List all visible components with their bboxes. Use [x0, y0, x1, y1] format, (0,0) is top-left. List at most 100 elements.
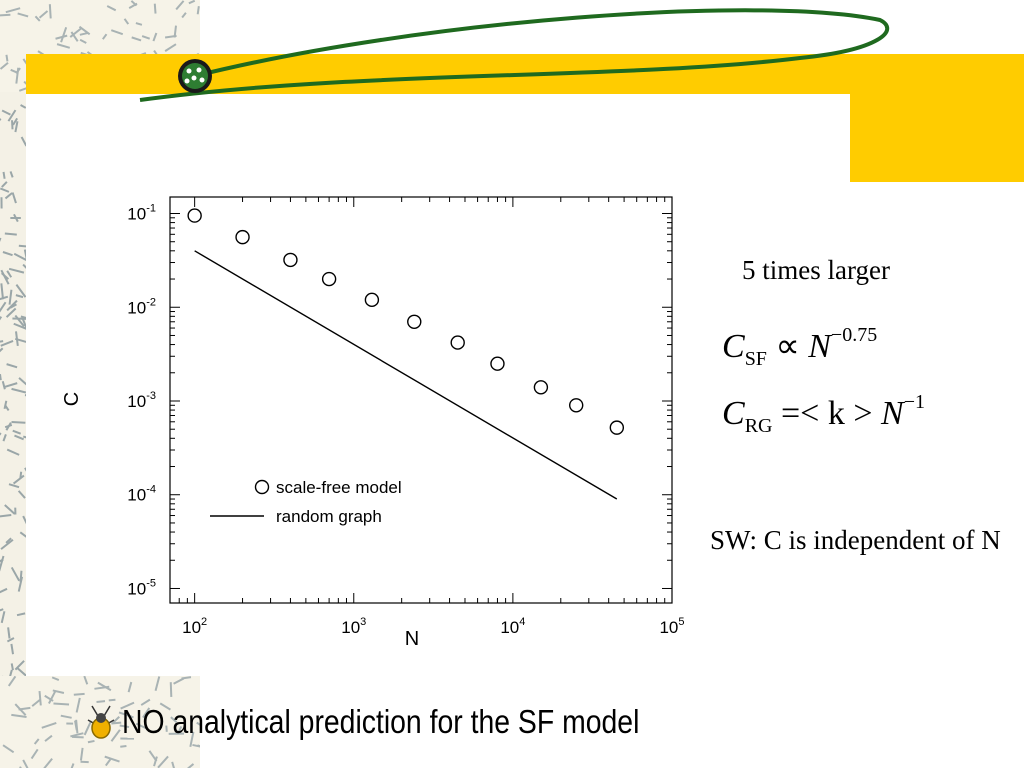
pattern-stick	[8, 483, 20, 489]
pattern-stick	[173, 25, 177, 38]
pattern-stick	[4, 424, 13, 429]
pattern-stick	[0, 316, 3, 321]
pattern-stick	[41, 721, 57, 729]
pattern-stick	[20, 136, 26, 147]
decorative-strip	[0, 0, 26, 768]
formula-rg-exp: −1	[903, 391, 925, 413]
pattern-stick	[8, 267, 25, 274]
scale-free-point	[364, 292, 380, 308]
pattern-stick	[108, 698, 116, 702]
pattern-stick	[70, 763, 75, 768]
formula-sf-exp: −0.75	[830, 324, 878, 346]
scale-free-point	[490, 356, 505, 371]
pattern-stick	[135, 22, 143, 26]
pattern-stick	[10, 566, 21, 582]
pattern-stick	[11, 192, 17, 204]
pattern-stick	[74, 720, 78, 731]
pattern-stick	[48, 4, 52, 19]
pattern-stick	[170, 716, 178, 723]
pattern-stick	[38, 690, 42, 706]
pattern-stick	[10, 663, 14, 671]
pattern-stick	[126, 713, 134, 719]
formula-sf-var: C	[722, 328, 745, 365]
pattern-stick	[5, 54, 9, 62]
pattern-stick	[11, 713, 27, 719]
pattern-stick	[8, 289, 13, 305]
pattern-stick	[181, 12, 187, 19]
pattern-stick	[20, 315, 26, 319]
pattern-stick	[69, 27, 83, 38]
random-graph-line	[194, 250, 618, 500]
pattern-stick	[20, 104, 26, 109]
pattern-stick	[10, 68, 18, 74]
pattern-stick	[24, 467, 26, 472]
pattern-stick	[14, 660, 25, 671]
sw-note: SW: C is independent of N	[710, 525, 1001, 555]
plot-frame	[169, 196, 673, 604]
pattern-stick	[135, 722, 148, 730]
pattern-stick	[157, 755, 169, 768]
x-tick-label: 102	[182, 616, 207, 637]
legend-label-random-graph: random graph	[276, 507, 382, 526]
pattern-stick	[7, 109, 17, 122]
pattern-stick	[43, 758, 53, 768]
pattern-stick	[0, 283, 4, 300]
pattern-stick	[6, 448, 20, 456]
pattern-stick	[6, 363, 18, 369]
pattern-stick	[44, 694, 54, 702]
pattern-stick	[4, 382, 18, 388]
pattern-stick	[0, 513, 12, 518]
pattern-stick	[0, 295, 9, 301]
pattern-stick	[18, 87, 27, 92]
pattern-stick	[196, 6, 200, 15]
pattern-stick	[6, 637, 15, 643]
pattern-stick	[111, 721, 122, 725]
y-tick-label: 10-2	[127, 296, 156, 317]
pattern-stick	[79, 747, 84, 761]
y-tick-label: 10-5	[127, 577, 156, 598]
x-tick-label: 104	[500, 616, 525, 637]
pattern-stick	[14, 434, 25, 441]
pattern-stick	[24, 394, 26, 397]
pattern-stick	[173, 677, 185, 685]
pattern-stick	[5, 7, 21, 14]
pattern-stick	[0, 301, 7, 313]
pattern-stick	[119, 724, 130, 729]
scale-free-point	[533, 380, 549, 395]
pattern-stick	[83, 676, 89, 685]
pattern-stick	[12, 429, 21, 435]
pattern-stick	[1, 381, 6, 390]
pattern-stick	[0, 340, 4, 343]
pattern-stick	[17, 12, 29, 18]
pattern-stick	[0, 118, 2, 122]
pattern-stick	[196, 721, 200, 726]
formula-rg-var: C	[722, 395, 745, 432]
clustering-chart: 102 103 104 105 10-1 10-2 10-3 10-4 10-5 scale-f…	[61, 196, 685, 650]
pattern-stick	[16, 667, 26, 677]
pattern-stick	[1, 109, 11, 116]
pattern-stick	[79, 31, 89, 36]
pattern-stick	[0, 13, 11, 17]
pattern-stick	[73, 692, 85, 696]
formula-sf-rhs: N	[808, 328, 831, 365]
pattern-stick	[14, 314, 25, 327]
pattern-stick	[38, 10, 49, 19]
pattern-stick	[7, 676, 17, 687]
pattern-stick	[1, 181, 8, 188]
formula-rg: CRG =< k > N−1	[722, 391, 925, 437]
pattern-stick	[0, 432, 2, 436]
pattern-stick	[31, 698, 42, 707]
pattern-stick	[75, 697, 81, 713]
pattern-stick	[5, 307, 17, 318]
pattern-stick	[15, 294, 24, 299]
pattern-stick	[11, 421, 26, 424]
pattern-stick	[0, 347, 4, 353]
legend-label-scale-free: scale-free model	[276, 478, 402, 497]
pattern-stick	[97, 681, 112, 692]
scale-free-point	[187, 208, 202, 223]
pattern-stick	[17, 576, 24, 592]
y-tick-label: 10-1	[127, 203, 156, 224]
formula-sf-sub: SF	[744, 348, 767, 370]
pattern-stick	[4, 504, 16, 515]
pattern-stick	[141, 35, 151, 40]
